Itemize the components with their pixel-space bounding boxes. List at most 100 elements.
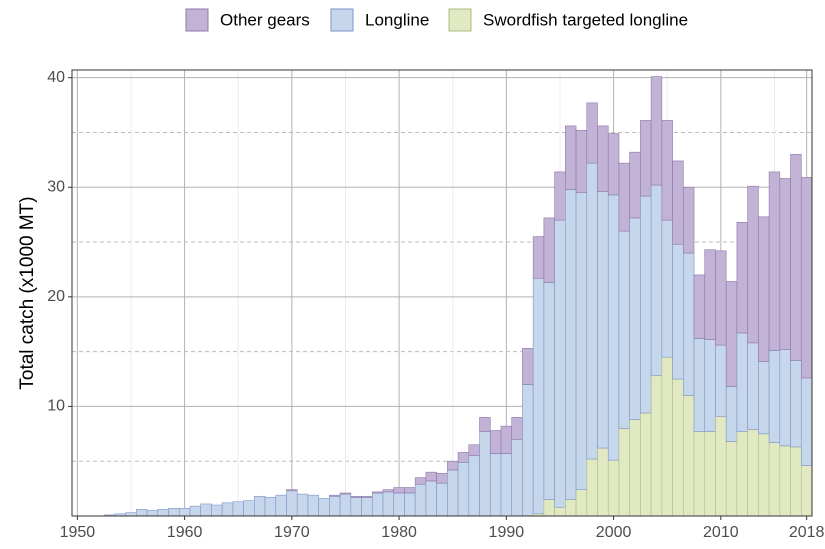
bar-segment [275, 494, 287, 517]
bar-segment [768, 171, 781, 351]
bar-segment [361, 497, 373, 517]
y-tick-label: 40 [47, 69, 65, 86]
bar-segment [661, 356, 673, 517]
bar-segment [618, 428, 630, 517]
bar-segment [704, 249, 716, 340]
bar-segment [725, 441, 738, 517]
bar-segment [672, 378, 684, 517]
bar-segment [468, 455, 480, 517]
x-tick-label: 2018 [789, 524, 825, 541]
bar-segment [768, 442, 781, 517]
bar-segment [629, 419, 641, 517]
x-tick-label: 2010 [703, 524, 739, 541]
bar-segment [232, 501, 244, 517]
bar-segment [747, 185, 759, 344]
bar-segment [650, 184, 663, 377]
bar-segment [618, 162, 630, 232]
bar-segment [640, 195, 652, 414]
bar-segment [629, 217, 641, 420]
bar-segment [565, 499, 577, 517]
bar-segment [178, 508, 191, 517]
bar-segment [586, 162, 598, 460]
bar-segment [758, 361, 770, 435]
bar-segment [371, 491, 384, 494]
bar-segment [146, 510, 159, 517]
y-tick-label: 10 [47, 398, 65, 415]
bar-segment [361, 495, 373, 498]
bar-segment [790, 446, 802, 517]
bar-segment [693, 338, 706, 432]
bar-segment [607, 194, 620, 461]
bar-segment [404, 492, 416, 517]
bar-segment [725, 386, 738, 442]
bar-segment [457, 462, 470, 517]
bar-segment [800, 377, 813, 466]
bar-segment [393, 492, 405, 517]
bar-segment [350, 495, 362, 498]
bar-segment [350, 497, 362, 517]
bar-segment [586, 458, 598, 517]
bar-segment [479, 431, 491, 517]
bar-segment [693, 431, 706, 517]
bar-segment [436, 472, 448, 484]
bar-segment [436, 482, 448, 517]
bar-segment [629, 151, 641, 219]
legend-label: Longline [365, 10, 429, 29]
bar-segment [329, 495, 341, 517]
bar-segment [329, 494, 341, 497]
bar-segment [168, 508, 180, 517]
bar-segment [382, 491, 395, 517]
bar-segment [543, 499, 555, 517]
bar-segment [522, 384, 534, 517]
bar-segment [672, 160, 684, 245]
bar-segment [554, 506, 566, 517]
legend-swatch [185, 8, 209, 32]
bar-segment [382, 489, 395, 493]
legend-swatch [448, 8, 472, 32]
plot-border [71, 69, 813, 517]
bar-segment [543, 282, 555, 500]
bar-segment [404, 487, 416, 494]
bar-segment [575, 129, 588, 194]
bar-segment [575, 489, 588, 517]
bar-segment [790, 360, 802, 448]
bar-segment [661, 120, 673, 221]
bar-segment [393, 487, 405, 494]
bar-segment [640, 120, 652, 197]
x-tick-label: 2000 [596, 524, 632, 541]
bar-segment [575, 192, 588, 491]
bar-segment [254, 495, 266, 517]
bar-segment [286, 489, 298, 492]
y-axis-label: Total catch (x1000 MT) [17, 196, 38, 389]
bar-segment [339, 492, 352, 495]
y-tick-label: 20 [47, 288, 65, 305]
x-tick-label: 1980 [381, 524, 417, 541]
bar-segment [296, 493, 309, 517]
bar-segment [565, 189, 577, 500]
bar-segment [532, 277, 545, 515]
bar-segment [736, 431, 748, 517]
bar-segment [747, 342, 759, 430]
bar-segment [693, 274, 706, 339]
bar-segment [683, 252, 695, 396]
bar-segment [511, 417, 523, 440]
bar-segment [554, 171, 566, 221]
bar-segment [650, 375, 663, 517]
bar-segment [607, 133, 620, 196]
bar-segment [736, 332, 748, 432]
x-tick-label: 1970 [274, 524, 310, 541]
bar-segment [189, 505, 201, 517]
bar-segment [264, 497, 277, 517]
bar-segment [221, 502, 234, 517]
bar-segment [597, 125, 609, 192]
bar-segment [683, 395, 695, 517]
bar-segment [779, 178, 791, 350]
bar-segment [511, 438, 523, 517]
bar-segment [307, 494, 319, 517]
bar-segment [779, 445, 791, 517]
bar-segment [318, 498, 330, 517]
bar-segment [704, 431, 716, 517]
bar-segment [543, 217, 555, 283]
bar-segment [425, 471, 437, 482]
